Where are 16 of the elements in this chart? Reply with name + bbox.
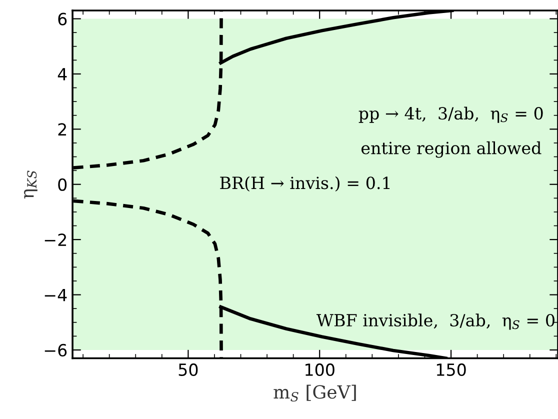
y-tick-label: −2 xyxy=(44,234,66,246)
x-tick-label: 150 xyxy=(436,363,466,376)
annotation: pp → 4t, 3/ab, η$_{S}$ = 0 xyxy=(358,106,543,123)
y-tick-label: 2 xyxy=(58,123,66,136)
y-tick-label: 0 xyxy=(58,178,67,191)
annotation: WBF invisible, 3/ab, η$_{S}$ = 0 xyxy=(316,314,554,330)
y-tick-label: −6 xyxy=(44,344,67,357)
y-tick-label: −4 xyxy=(44,288,67,302)
y-axis-title: η$_{KS}$ xyxy=(24,170,38,199)
x-tick-label: 100 xyxy=(306,363,334,376)
y-tick-label: 6 xyxy=(58,12,67,26)
annotation: BR(H → invis.) = 0.1 xyxy=(220,176,390,192)
x-tick-label: 50 xyxy=(178,363,198,376)
x-axis-title: m$_{S}$ [GeV] xyxy=(274,384,356,402)
annotation: entire region allowed xyxy=(361,141,542,158)
y-tick-label: 4 xyxy=(58,68,67,80)
